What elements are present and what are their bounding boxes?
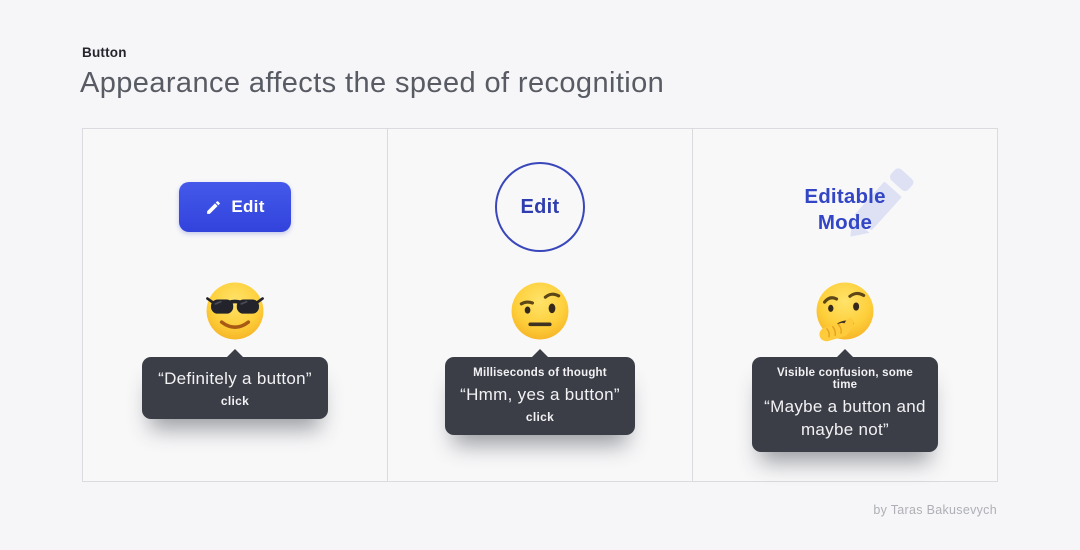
edit-button[interactable]: Edit [179,182,291,232]
tooltip-intro: Milliseconds of thought [473,367,607,379]
tooltip-quote: “Maybe a button and maybe not” [764,397,926,439]
tooltip-action: click [220,394,250,408]
reaction-tooltip: Milliseconds of thought “Hmm, yes a butt… [445,357,635,435]
thinking-emoji-icon [816,282,874,342]
edit-circle-button[interactable]: Edit [495,162,585,252]
author-credit: by Taras Bakusevych [873,503,997,517]
pencil-icon [207,200,221,214]
tooltip-intro: Visible confusion, some time [776,367,914,391]
sunglasses-emoji-icon [206,282,264,340]
panel-outlined-circle: Edit Milliseconds of thought “Hmm, yes a… [387,129,692,481]
reaction-tooltip: Visible confusion, some time “Maybe a bu… [752,357,938,452]
tooltip-quote: “Hmm, yes a button” [460,385,620,404]
tooltip-quote: “Definitely a button” [158,369,312,388]
panel-editable-text: Editable Mode Visible confusion, some ti… [692,129,997,481]
page-title: Appearance affects the speed of recognit… [80,67,665,99]
section-label: Button [82,45,127,60]
editable-mode-label: Editable Mode [804,185,886,234]
panel-filled-button: Edit “Definitely a button” click [83,129,387,481]
edit-button-label: Edit [231,197,265,216]
editable-mode-link[interactable]: Editable Mode [770,168,920,237]
tooltip-action: click [525,410,555,424]
reaction-tooltip: “Definitely a button” click [142,357,328,419]
comparison-panels: Edit “Definitely a button” click Edit [82,128,998,482]
pencil-watermark-icon [850,168,914,237]
raised-eyebrow-emoji-icon [511,282,569,340]
edit-circle-label: Edit [520,195,560,218]
